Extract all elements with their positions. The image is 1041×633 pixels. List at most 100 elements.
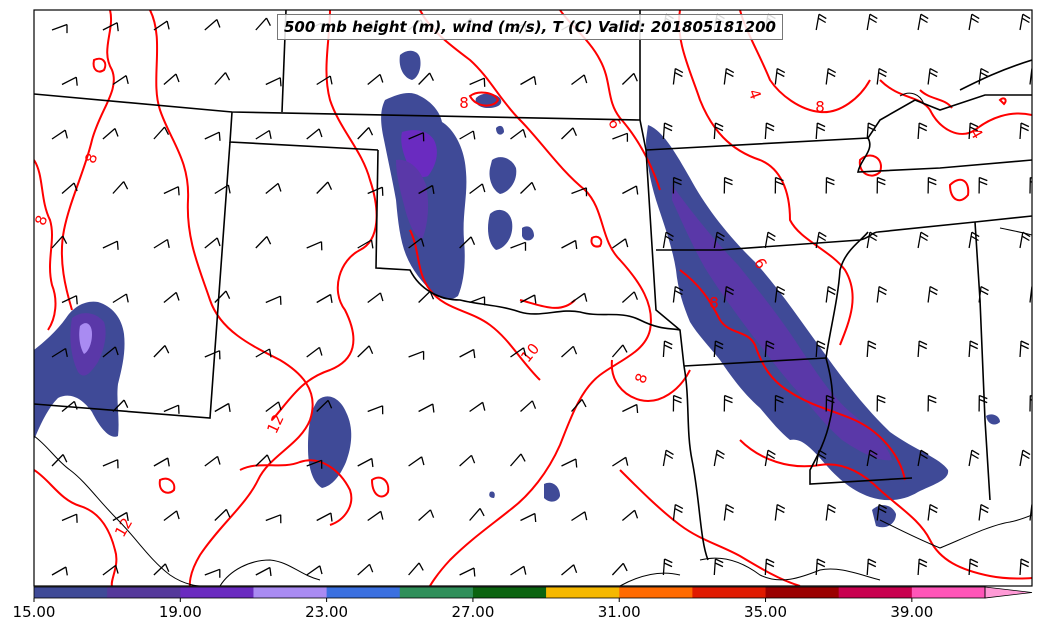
shading-blob-kansas-2 — [488, 209, 513, 250]
contour-line — [739, 439, 1032, 580]
wind-barb — [713, 558, 724, 576]
wind-barb — [520, 294, 537, 304]
wind-barb — [876, 286, 888, 303]
wind-barb — [876, 504, 888, 521]
wind-barb — [968, 231, 980, 249]
contour-label: 8 — [709, 294, 719, 312]
shading-east-band — [646, 125, 949, 501]
wind-barb — [866, 13, 878, 31]
wind-barb — [978, 504, 989, 521]
contour-line — [948, 178, 970, 202]
wind-barb — [163, 291, 180, 304]
wind-barb — [51, 566, 68, 576]
wind-barb — [713, 449, 725, 467]
wind-barb — [612, 238, 629, 249]
wind-barb — [815, 122, 826, 140]
wind-barb — [978, 286, 989, 303]
wind-barb — [357, 127, 374, 140]
wind-barb — [459, 130, 476, 140]
wind-barb — [561, 564, 578, 576]
wind-barb — [876, 176, 886, 194]
contour-label: 8 — [815, 98, 825, 116]
wind-barb — [214, 72, 231, 85]
wind-barb — [102, 564, 119, 576]
wind-barb — [51, 347, 68, 358]
wind-barb — [163, 73, 180, 85]
shading-texas-blob — [308, 396, 352, 488]
wind-barb — [357, 345, 374, 358]
wind-barb — [153, 345, 170, 358]
wind-barb — [774, 394, 784, 412]
wind-barb — [306, 128, 323, 140]
wind-barb — [876, 68, 888, 85]
wind-barb — [774, 286, 786, 303]
contour-line — [858, 154, 882, 177]
wind-barb — [61, 295, 78, 305]
wind-barb — [1019, 13, 1031, 31]
wind-barb — [764, 340, 775, 358]
colorbar-tick-label: 39.00 — [890, 603, 934, 621]
wind-barb — [204, 455, 221, 467]
contour-line — [370, 476, 390, 498]
contour-line — [34, 159, 57, 331]
wind-barb — [214, 290, 231, 303]
wind-barb — [163, 404, 180, 414]
wind-barb — [713, 231, 725, 249]
contour-line — [92, 57, 107, 73]
wind-barb — [917, 449, 929, 467]
contour-line — [34, 469, 118, 586]
wind-barb — [662, 231, 674, 249]
wind-barb — [917, 340, 928, 358]
wind-barb — [469, 77, 486, 87]
wind-barb — [672, 504, 684, 521]
wind-barb — [367, 292, 384, 304]
wind-barb — [621, 509, 639, 521]
wind-barb — [459, 348, 476, 359]
shading-east-core — [672, 185, 892, 461]
wind-barb — [316, 181, 333, 194]
wind-barb — [612, 132, 629, 142]
wind-barb — [510, 128, 527, 140]
wind-barb — [1019, 122, 1030, 140]
state-borders — [34, 10, 1032, 561]
wind-barb — [306, 241, 323, 251]
wind-barb — [102, 128, 119, 140]
wind-barb — [815, 449, 827, 467]
wind-barb — [214, 402, 231, 413]
shading-central-secondary — [396, 159, 429, 240]
wind-barb — [825, 504, 837, 521]
contour-line — [879, 79, 1032, 135]
wind-barb — [571, 187, 588, 197]
wind-barb — [204, 568, 221, 578]
state-border — [34, 141, 231, 419]
wind-barb — [815, 340, 826, 358]
wind-barb — [611, 344, 628, 358]
wind-barb — [357, 457, 374, 468]
wind-barb — [774, 504, 786, 521]
wind-barb — [255, 566, 272, 577]
wind-barb — [153, 126, 170, 140]
wind-barb — [927, 176, 937, 194]
shading-blob-kansas-1 — [489, 157, 517, 194]
contour-line — [619, 469, 801, 586]
wind-barb — [713, 340, 724, 358]
wind-barb — [265, 77, 282, 87]
wind-barb — [204, 131, 221, 141]
coastline — [999, 227, 1032, 236]
state-border — [825, 231, 869, 359]
wind-barb — [204, 350, 221, 360]
wind-barb — [265, 182, 282, 195]
contour-line — [419, 10, 652, 586]
wind-barb — [622, 185, 639, 195]
wind-barb — [672, 286, 684, 303]
wind-barb — [662, 558, 673, 576]
contour-line — [271, 10, 378, 421]
wind-barb — [306, 459, 323, 469]
wind-barb — [968, 340, 979, 358]
state-border — [375, 149, 681, 331]
wind-barb — [968, 122, 979, 140]
shading-blob-north — [399, 50, 421, 80]
contour-line — [158, 477, 176, 494]
wind-barb — [1019, 340, 1030, 358]
wind-barb — [978, 394, 988, 412]
